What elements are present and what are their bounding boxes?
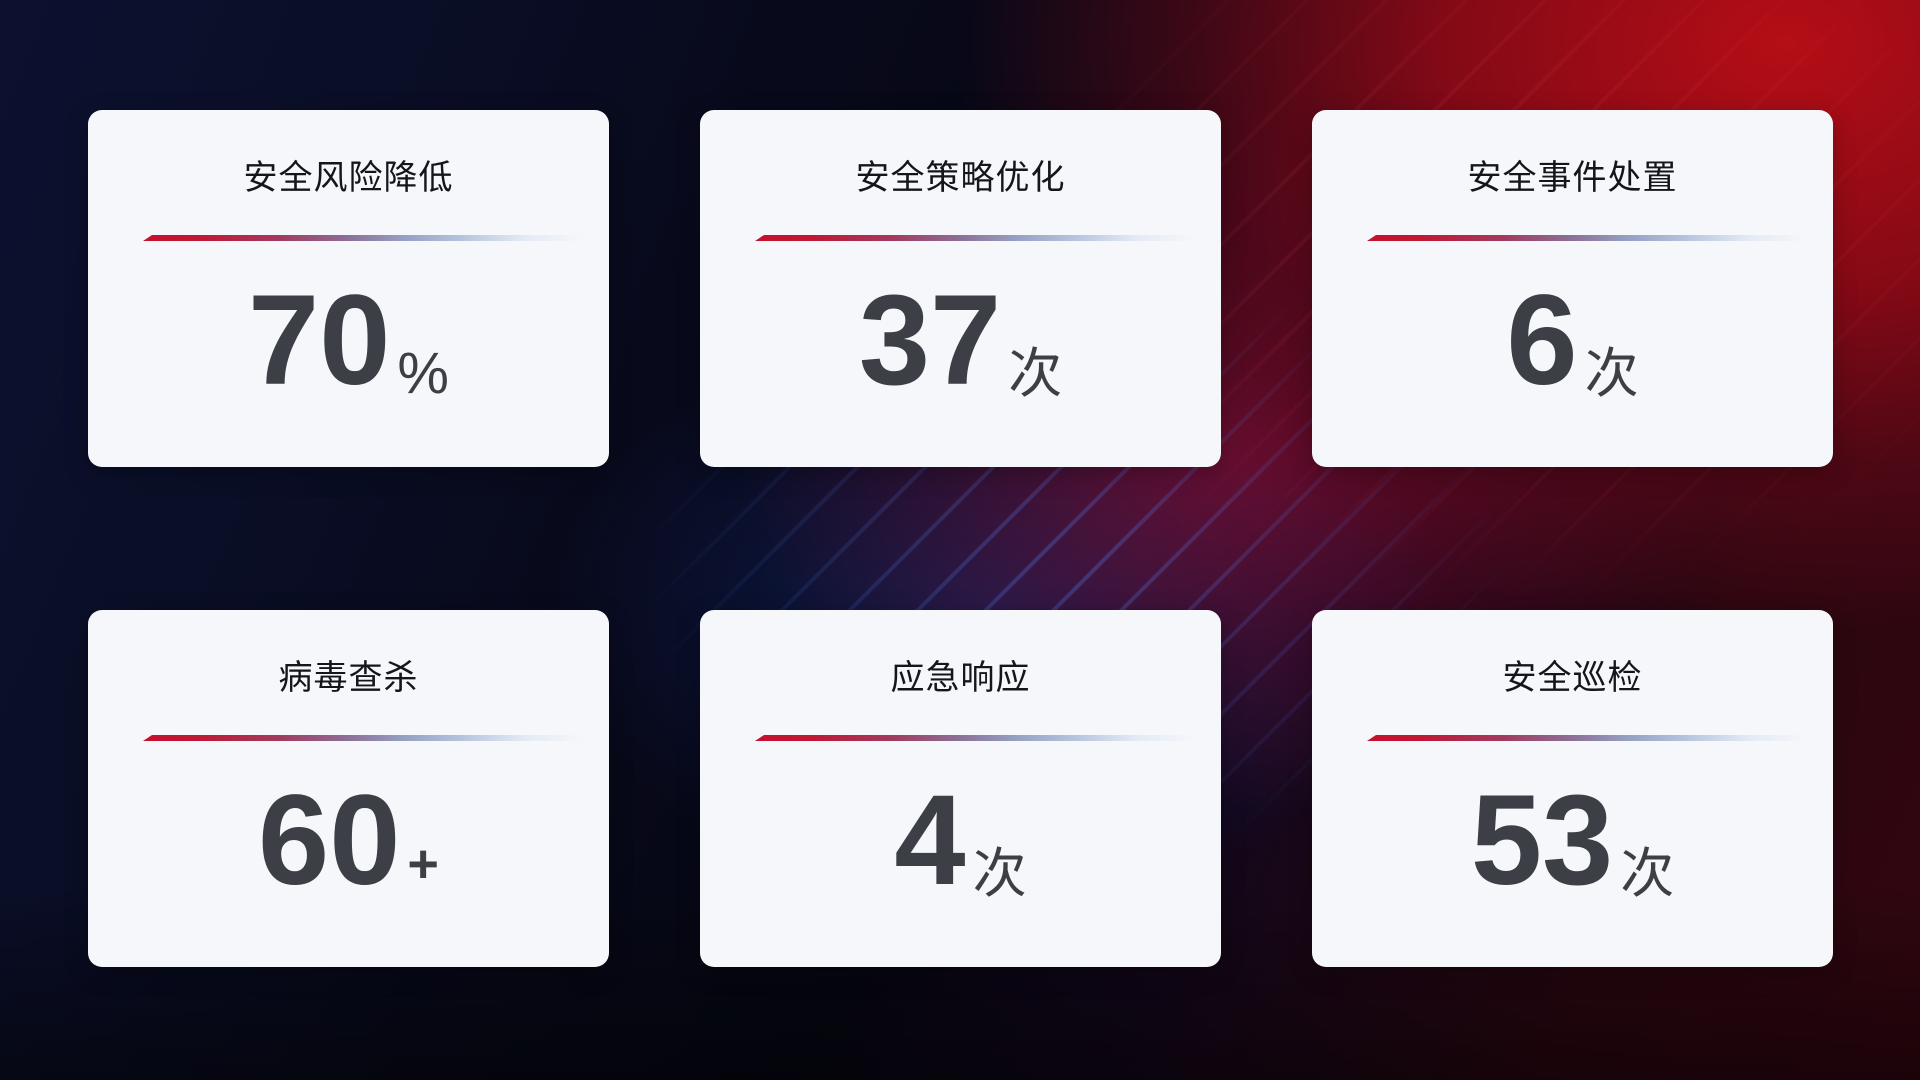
card-divider xyxy=(755,235,1209,241)
stat-card-emergency-response: 应急响应 4 次 xyxy=(700,610,1221,967)
stat-card-risk-reduction: 安全风险降低 70 % xyxy=(88,110,609,467)
card-title: 安全风险降低 xyxy=(243,159,454,197)
card-unit: 次 xyxy=(1620,844,1675,904)
card-value-row: 37 次 xyxy=(700,277,1221,405)
card-value: 6 xyxy=(1506,269,1578,412)
card-divider xyxy=(1367,735,1821,741)
card-value-row: 70 % xyxy=(88,277,609,405)
card-unit: 次 xyxy=(1008,344,1063,404)
card-value-row: 4 次 xyxy=(700,777,1221,905)
card-divider xyxy=(755,735,1209,741)
card-title: 安全策略优化 xyxy=(855,159,1066,197)
card-value-row: 53 次 xyxy=(1312,777,1833,905)
card-unit: 次 xyxy=(972,844,1027,904)
card-value: 60 xyxy=(258,769,401,912)
card-value: 37 xyxy=(858,269,1002,412)
card-title: 安全巡检 xyxy=(1502,659,1643,697)
stat-card-policy-optimization: 安全策略优化 37 次 xyxy=(700,110,1221,467)
card-divider xyxy=(1367,235,1821,241)
card-unit: 次 xyxy=(1584,344,1639,404)
card-value: 53 xyxy=(1470,769,1614,912)
card-value-row: 60 + xyxy=(88,777,609,905)
stats-grid: 安全风险降低 70 % 安全策略优化 37 次 安全事件处置 6 次 病毒查杀 … xyxy=(88,110,1833,967)
card-title: 应急响应 xyxy=(890,659,1031,697)
card-unit: + xyxy=(407,834,439,894)
card-value-row: 6 次 xyxy=(1312,277,1833,405)
card-title: 安全事件处置 xyxy=(1467,159,1678,197)
stat-card-incident-handling: 安全事件处置 6 次 xyxy=(1312,110,1833,467)
card-title: 病毒查杀 xyxy=(278,659,419,697)
card-value: 70 xyxy=(248,269,391,412)
card-divider xyxy=(143,235,597,241)
stat-card-security-inspection: 安全巡检 53 次 xyxy=(1312,610,1833,967)
card-value: 4 xyxy=(894,769,966,912)
stat-card-virus-scan: 病毒查杀 60 + xyxy=(88,610,609,967)
card-divider xyxy=(143,735,597,741)
card-unit: % xyxy=(397,341,449,406)
